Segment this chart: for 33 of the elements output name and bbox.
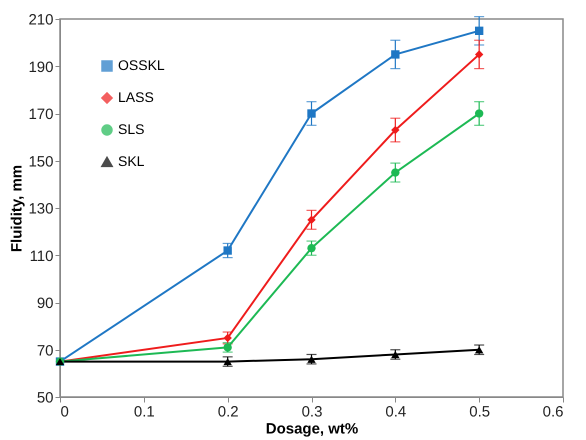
y-tick-label: 210 — [28, 12, 54, 28]
point — [307, 244, 316, 252]
y-tick-label: 70 — [36, 342, 54, 360]
point — [391, 168, 400, 177]
point — [474, 26, 484, 35]
x-tick-label: 0 — [60, 404, 69, 420]
y-tick-label: 110 — [30, 248, 54, 265]
legend-label: OSSKL — [118, 57, 165, 73]
y-tick-label: 50 — [36, 390, 54, 406]
point — [223, 246, 232, 255]
legend-label: LASS — [118, 89, 154, 105]
point — [223, 334, 232, 342]
point — [474, 50, 484, 59]
x-tick-label: 0.1 — [134, 404, 155, 420]
point — [391, 126, 400, 134]
x-tick-label: 0.5 — [469, 404, 490, 420]
y-axis-title: Fluidity, mm — [8, 164, 26, 252]
y-tick-label: 170 — [28, 106, 54, 123]
x-tick-label: 0.6 — [542, 404, 564, 420]
x-tick-label: 0.4 — [385, 404, 406, 420]
point — [391, 50, 400, 59]
x-axis-title: Dosage, wt% — [266, 420, 358, 438]
y-tick-label: 90 — [36, 295, 54, 312]
point — [474, 109, 484, 118]
legend-label: SKL — [118, 153, 145, 169]
point — [307, 216, 316, 224]
y-tick-label: 190 — [28, 58, 54, 76]
x-tick-label: 0.3 — [302, 404, 322, 420]
y-tick-label: 130 — [28, 200, 54, 218]
y-tick-label: 150 — [28, 153, 54, 170]
x-tick-label: 0.2 — [218, 404, 239, 420]
point — [307, 109, 316, 118]
legend-label: SLS — [118, 121, 144, 137]
